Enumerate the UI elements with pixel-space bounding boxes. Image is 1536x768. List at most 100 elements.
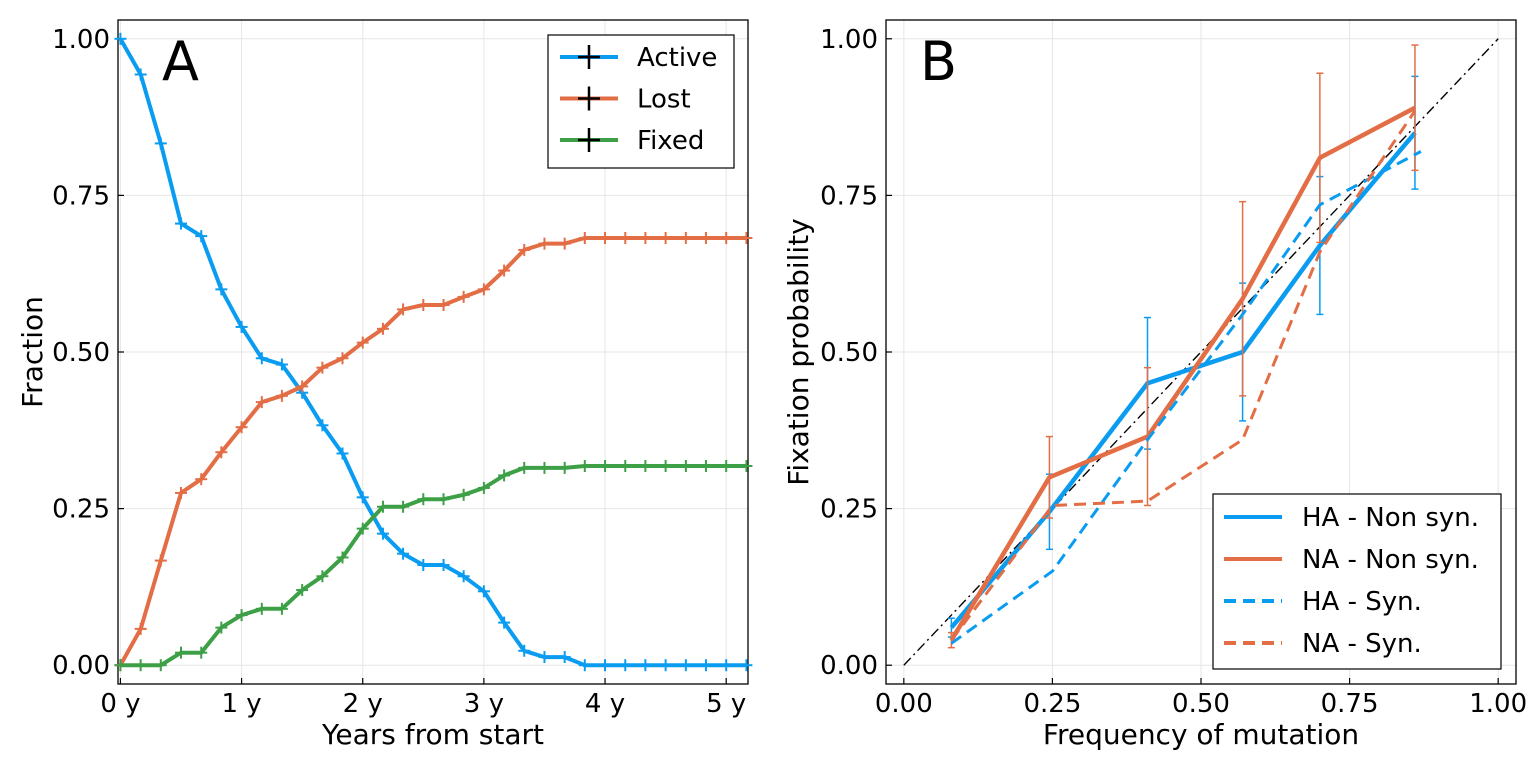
data-point-active (195, 230, 208, 243)
panel-b-y-tick-label: 0.00 (820, 651, 878, 681)
data-point-fixed (215, 621, 228, 634)
legend-label-ha-non-syn: HA - Non syn. (1302, 503, 1479, 533)
data-point-fixed (134, 659, 147, 672)
data-point-fixed (275, 602, 288, 615)
data-point-fixed (154, 659, 167, 672)
data-point-lost (699, 231, 712, 244)
data-point-fixed (599, 460, 612, 473)
error-bar-na-non-syn (1239, 200, 1247, 397)
panel-b-letter: B (920, 30, 957, 93)
data-point-fixed (619, 460, 632, 473)
data-point-active (336, 447, 349, 460)
data-point-lost (154, 554, 167, 567)
legend-label-fixed: Fixed (637, 126, 704, 156)
data-point-fixed (498, 469, 511, 482)
data-point-lost (397, 303, 410, 316)
data-point-lost (255, 396, 268, 409)
legend-item-active: Active (560, 43, 717, 73)
data-point-fixed (175, 646, 187, 659)
data-point-fixed (356, 522, 369, 535)
series-line-na-syn (950, 109, 1417, 642)
panel-a: 0 y 1 y 2 y 3 y 4 y 5 y 0.00 0.25 0.50 0.75 1.00 A… (16, 19, 753, 751)
series-line-ha-syn (950, 150, 1422, 645)
data-point-active (417, 558, 430, 571)
data-point-active (215, 283, 228, 296)
data-point-active (397, 547, 410, 560)
legend-item-fixed: Fixed (560, 126, 704, 156)
panel-a-y-tick-label: 0.50 (52, 338, 110, 368)
data-point-active (316, 419, 329, 432)
data-point-lost (235, 421, 248, 434)
data-point-lost (679, 231, 692, 244)
data-point-fixed (558, 461, 571, 474)
data-point-lost (336, 352, 349, 365)
data-point-fixed (477, 481, 490, 494)
error-bar-na-non-syn (1045, 435, 1053, 519)
legend-item-lost: Lost (560, 85, 691, 115)
series-line-na-non-syn (949, 105, 1417, 642)
data-point-lost (376, 322, 389, 335)
panel-b-legend: HA - Non syn. NA - Non syn. HA - Syn. NA - … (1212, 493, 1502, 670)
legend-label-na-syn: NA - Syn. (1302, 629, 1422, 659)
panel-a-x-tick-label: 0 y (100, 689, 140, 719)
data-point-lost (175, 486, 187, 499)
data-point-active (235, 320, 248, 333)
data-point-active (659, 659, 672, 672)
data-point-lost (538, 237, 551, 250)
data-point-fixed (740, 460, 753, 473)
data-point-lost (134, 622, 147, 635)
panel-a-y-tick-label: 0.00 (52, 651, 110, 681)
data-point-active (275, 358, 288, 371)
data-point-fixed (417, 493, 430, 506)
data-point-active (699, 659, 712, 672)
panel-b-y-axis-label: Fixation probability (782, 218, 815, 486)
data-point-fixed (336, 551, 349, 564)
data-point-lost (720, 231, 733, 244)
data-point-active (376, 527, 389, 540)
data-point-lost (477, 283, 490, 296)
panel-b-y-tick-label: 0.50 (820, 338, 878, 368)
data-point-fixed (255, 602, 268, 615)
data-point-lost (518, 243, 531, 256)
data-point-fixed (457, 488, 470, 501)
panel-a-x-axis-label: Years from start (321, 718, 544, 751)
data-point-lost (740, 231, 753, 244)
legend-item-na-non-syn: NA - Non syn. (1224, 545, 1479, 575)
data-point-active (518, 644, 531, 657)
panel-a-x-tick-label: 4 y (585, 689, 625, 719)
data-point-fixed (376, 500, 389, 513)
data-point-fixed (397, 500, 410, 513)
data-point-active (154, 137, 167, 150)
data-point-lost (457, 290, 470, 303)
panel-b-y-tick-label: 0.75 (820, 181, 878, 211)
panel-b-series (947, 44, 1422, 649)
data-point-fixed (296, 584, 309, 597)
panel-a-letter: A (162, 30, 199, 93)
legend-item-na-syn: NA - Syn. (1224, 629, 1422, 659)
data-point-active (114, 32, 127, 45)
data-point-active (720, 659, 733, 672)
panel-b-identity-line (903, 38, 1499, 666)
data-point-fixed (518, 461, 531, 474)
panel-b-x-tick-label: 0.25 (1023, 689, 1081, 719)
data-point-lost (356, 336, 369, 349)
data-point-lost (558, 237, 571, 250)
panel-b-y-tick-label: 0.25 (820, 495, 878, 525)
panel-b-ticks: 0.00 0.25 0.50 0.75 1.00 0.00 0.25 0.50 0.75 1.00 (820, 25, 1527, 719)
panel-a-legend: Active Lost Fixed (547, 34, 735, 169)
legend-label-active: Active (637, 43, 717, 73)
legend-label-lost: Lost (637, 85, 691, 115)
panel-b-x-tick-label: 1.00 (1469, 689, 1527, 719)
panel-b-legend-box (1212, 493, 1502, 670)
data-point-lost (215, 446, 228, 459)
data-point-fixed (679, 460, 692, 473)
error-bar-na-non-syn (1144, 366, 1152, 507)
panel-a-x-tick-label: 2 y (343, 689, 383, 719)
data-point-lost (578, 231, 591, 244)
panel-b-y-tick-label: 1.00 (820, 25, 878, 55)
data-point-lost (437, 299, 450, 312)
error-bar-na-non-syn (1316, 72, 1324, 244)
error-bar-na-non-syn (1411, 44, 1419, 172)
data-point-lost (619, 231, 632, 244)
